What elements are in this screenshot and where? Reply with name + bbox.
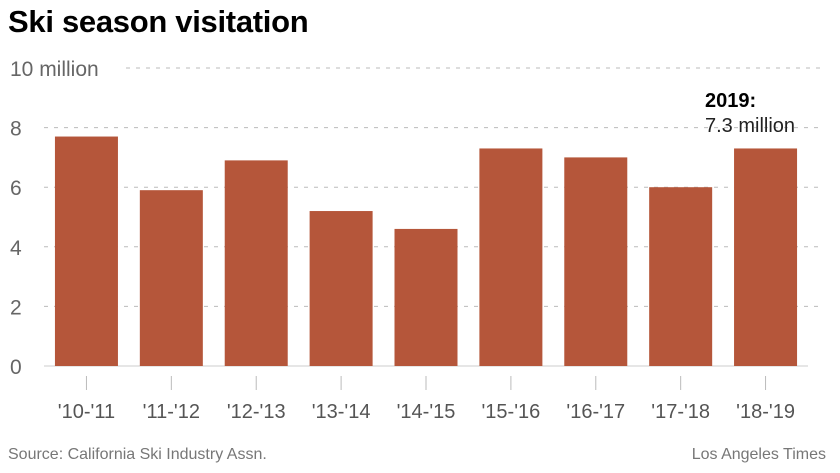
x-tick-label: '18-'19 — [736, 401, 795, 423]
bar — [394, 228, 458, 366]
x-tick-label: '16-'17 — [566, 401, 625, 423]
bar — [54, 136, 118, 366]
bar — [224, 160, 288, 366]
bar — [139, 190, 203, 366]
y-tick-label: 10 million — [10, 58, 99, 81]
bar — [734, 148, 798, 366]
chart-title: Ski season visitation — [8, 4, 309, 39]
bar — [479, 148, 543, 366]
y-tick-label: 0 — [10, 356, 22, 379]
credit-note: Los Angeles Times — [691, 446, 826, 463]
y-tick-label: 4 — [10, 237, 22, 260]
x-tick-label: '13-'14 — [312, 401, 371, 423]
bars — [54, 136, 798, 366]
bar — [564, 157, 628, 366]
x-tick-label: '11-'12 — [143, 401, 200, 423]
y-tick-label: 8 — [10, 118, 22, 141]
x-tick-label: '15-'16 — [481, 401, 540, 423]
annotation-title: 2019: — [705, 90, 756, 112]
annotation: 2019: 7.3 million — [705, 90, 795, 137]
annotation-text: 7.3 million — [705, 115, 795, 137]
source-note: Source: California Ski Industry Assn. — [8, 446, 267, 463]
x-tick-label: '10-'11 — [58, 401, 115, 423]
x-tick-label: '14-'15 — [397, 401, 456, 423]
y-tick-label: 2 — [10, 296, 22, 319]
y-tick-label: 6 — [10, 177, 22, 200]
bar — [309, 211, 373, 366]
x-axis: '10-'11 '11-'12 '12-'13 '13-'14 '14-'15 '15-'… — [58, 376, 795, 423]
x-tick-label: '12-'13 — [227, 401, 286, 423]
x-tick-label: '17-'18 — [651, 401, 710, 423]
bar — [649, 187, 713, 366]
